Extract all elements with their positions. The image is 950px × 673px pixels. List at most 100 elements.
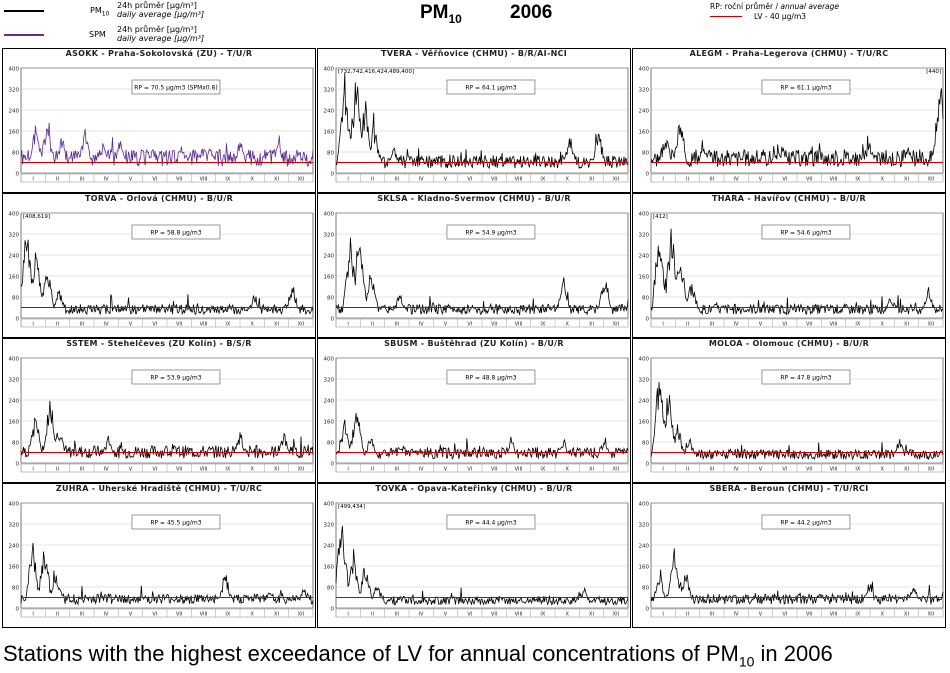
- y-tick-label: 160: [639, 565, 650, 571]
- rp-annotation: RP = 61.1 μg/m3: [780, 85, 831, 92]
- y-tick-label: 80: [327, 296, 334, 302]
- y-tick-label: 320: [324, 233, 335, 239]
- chart-title: ALEGM - Praha-Legerova (CHMU) - T/U/RC: [689, 49, 889, 58]
- x-tick-label: IV: [419, 467, 424, 473]
- x-tick-label: V: [444, 322, 448, 328]
- x-tick-label: IX: [855, 612, 860, 618]
- series-line: [20, 122, 314, 168]
- x-tick-label: VI: [782, 612, 787, 618]
- rp-annotation: RP = 64.1 μg/m3: [465, 85, 516, 92]
- x-tick-label: X: [880, 612, 884, 618]
- x-tick-label: XI: [904, 467, 909, 473]
- x-tick-label: II: [686, 612, 689, 618]
- x-tick-label: VII: [806, 467, 812, 473]
- figure-title-sub: 10: [448, 11, 462, 26]
- x-tick-label: XI: [589, 467, 594, 473]
- x-tick-label: X: [250, 612, 254, 618]
- rp-legend: RP: roční průměr / annual average LV - 4…: [706, 1, 901, 23]
- x-tick-label: II: [56, 177, 59, 183]
- y-tick-label: 160: [9, 565, 20, 571]
- x-tick-label: V: [444, 467, 448, 473]
- y-tick-label: 240: [639, 109, 650, 115]
- y-tick-label: 320: [324, 523, 335, 529]
- x-tick-label: XI: [589, 177, 594, 183]
- series-line: [650, 228, 944, 316]
- y-tick-label: 80: [12, 151, 19, 157]
- rp-annotation: RP = 54.9 μg/m3: [465, 230, 516, 237]
- chart-title: TORVA - Orlová (CHMU) - B/U/R: [84, 194, 234, 203]
- x-tick-label: V: [759, 467, 763, 473]
- legend-pm10-line: [4, 10, 44, 12]
- clipped-values-label: [408,619]: [23, 214, 50, 220]
- chart-title: MOLOA - Olomouc (CHMU) - B/U/R: [708, 339, 870, 348]
- x-tick-label: II: [56, 467, 59, 473]
- x-tick-label: IV: [734, 322, 739, 328]
- chart-title: TVERA - Věřňovice (CHMU) - B/R/AI-NCI: [380, 49, 568, 58]
- rp-annotation-box: [446, 224, 536, 240]
- series-line: [20, 542, 314, 606]
- y-tick-label: 320: [324, 88, 335, 94]
- x-tick-label: I: [32, 467, 33, 473]
- rp-annotation-box: [131, 79, 221, 95]
- y-tick-label: 160: [324, 130, 335, 136]
- x-tick-label: XII: [613, 322, 619, 328]
- y-tick-label: 400: [9, 502, 20, 508]
- x-tick-label: XI: [904, 322, 909, 328]
- figure-title-main: PM: [420, 2, 449, 23]
- rp-annotation: RP = 47.8 μg/m3: [780, 375, 831, 382]
- x-tick-label: X: [565, 177, 569, 183]
- x-tick-label: I: [347, 612, 348, 618]
- x-tick-label: II: [686, 177, 689, 183]
- legend-pm10-label: PM: [90, 6, 102, 15]
- x-tick-label: II: [371, 322, 374, 328]
- chart-panel: ZUHRA - Uherské Hradiště (CHMU) - T/U/RC…: [2, 483, 316, 628]
- figure-caption: Stations with the highest exceedance of …: [3, 641, 833, 669]
- x-tick-label: VII: [176, 322, 182, 328]
- legend-spm-text: 24h průměr [μg/m³] daily average [μg/m³]: [117, 25, 204, 43]
- rp-legend-line1: RP: roční průměr / annual average: [710, 2, 839, 11]
- chart-title: ASOKK - Praha-Sokolovská (ZU) - T/U/R: [65, 49, 253, 58]
- y-tick-label: 80: [642, 441, 649, 447]
- rp-annotation: RP = 58.8 μg/m3: [150, 230, 201, 237]
- figure-title: PM10: [420, 2, 462, 26]
- y-tick-label: 80: [642, 151, 649, 157]
- series-line: [20, 400, 314, 460]
- x-tick-label: III: [710, 177, 714, 183]
- x-tick-label: VI: [782, 177, 787, 183]
- x-tick-label: VII: [491, 612, 497, 618]
- x-tick-label: XI: [274, 612, 279, 618]
- rp-annotation-box: [131, 369, 221, 385]
- x-tick-label: V: [444, 177, 448, 183]
- x-tick-label: II: [56, 612, 59, 618]
- x-tick-label: II: [686, 467, 689, 473]
- y-tick-label: 0: [331, 462, 335, 468]
- chart-title: SBUSM - Buštěhrad (ZU Kolín) - B/U/R: [384, 339, 564, 348]
- y-tick-label: 80: [327, 586, 334, 592]
- legend-pm10-en: daily average [μg/m³]: [117, 10, 205, 19]
- x-tick-label: VIII: [200, 322, 208, 328]
- x-tick-label: VI: [467, 177, 472, 183]
- x-tick-label: XII: [928, 322, 934, 328]
- x-tick-label: X: [565, 322, 569, 328]
- clipped-values-label: [412]: [653, 214, 668, 220]
- x-tick-label: VII: [491, 177, 497, 183]
- lv-legend-line: [710, 16, 742, 17]
- x-tick-label: VII: [806, 177, 812, 183]
- y-tick-label: 240: [639, 254, 650, 260]
- y-tick-label: 320: [9, 88, 20, 94]
- x-tick-label: VIII: [200, 612, 208, 618]
- x-tick-label: XII: [928, 467, 934, 473]
- x-tick-label: X: [880, 322, 884, 328]
- y-tick-label: 160: [9, 130, 20, 136]
- x-tick-label: X: [250, 177, 254, 183]
- x-tick-label: X: [565, 467, 569, 473]
- y-tick-label: 240: [324, 254, 335, 260]
- x-tick-label: XII: [298, 322, 304, 328]
- x-tick-label: X: [565, 612, 569, 618]
- y-tick-label: 400: [9, 357, 20, 363]
- y-tick-label: 80: [12, 296, 19, 302]
- x-tick-label: XII: [613, 177, 619, 183]
